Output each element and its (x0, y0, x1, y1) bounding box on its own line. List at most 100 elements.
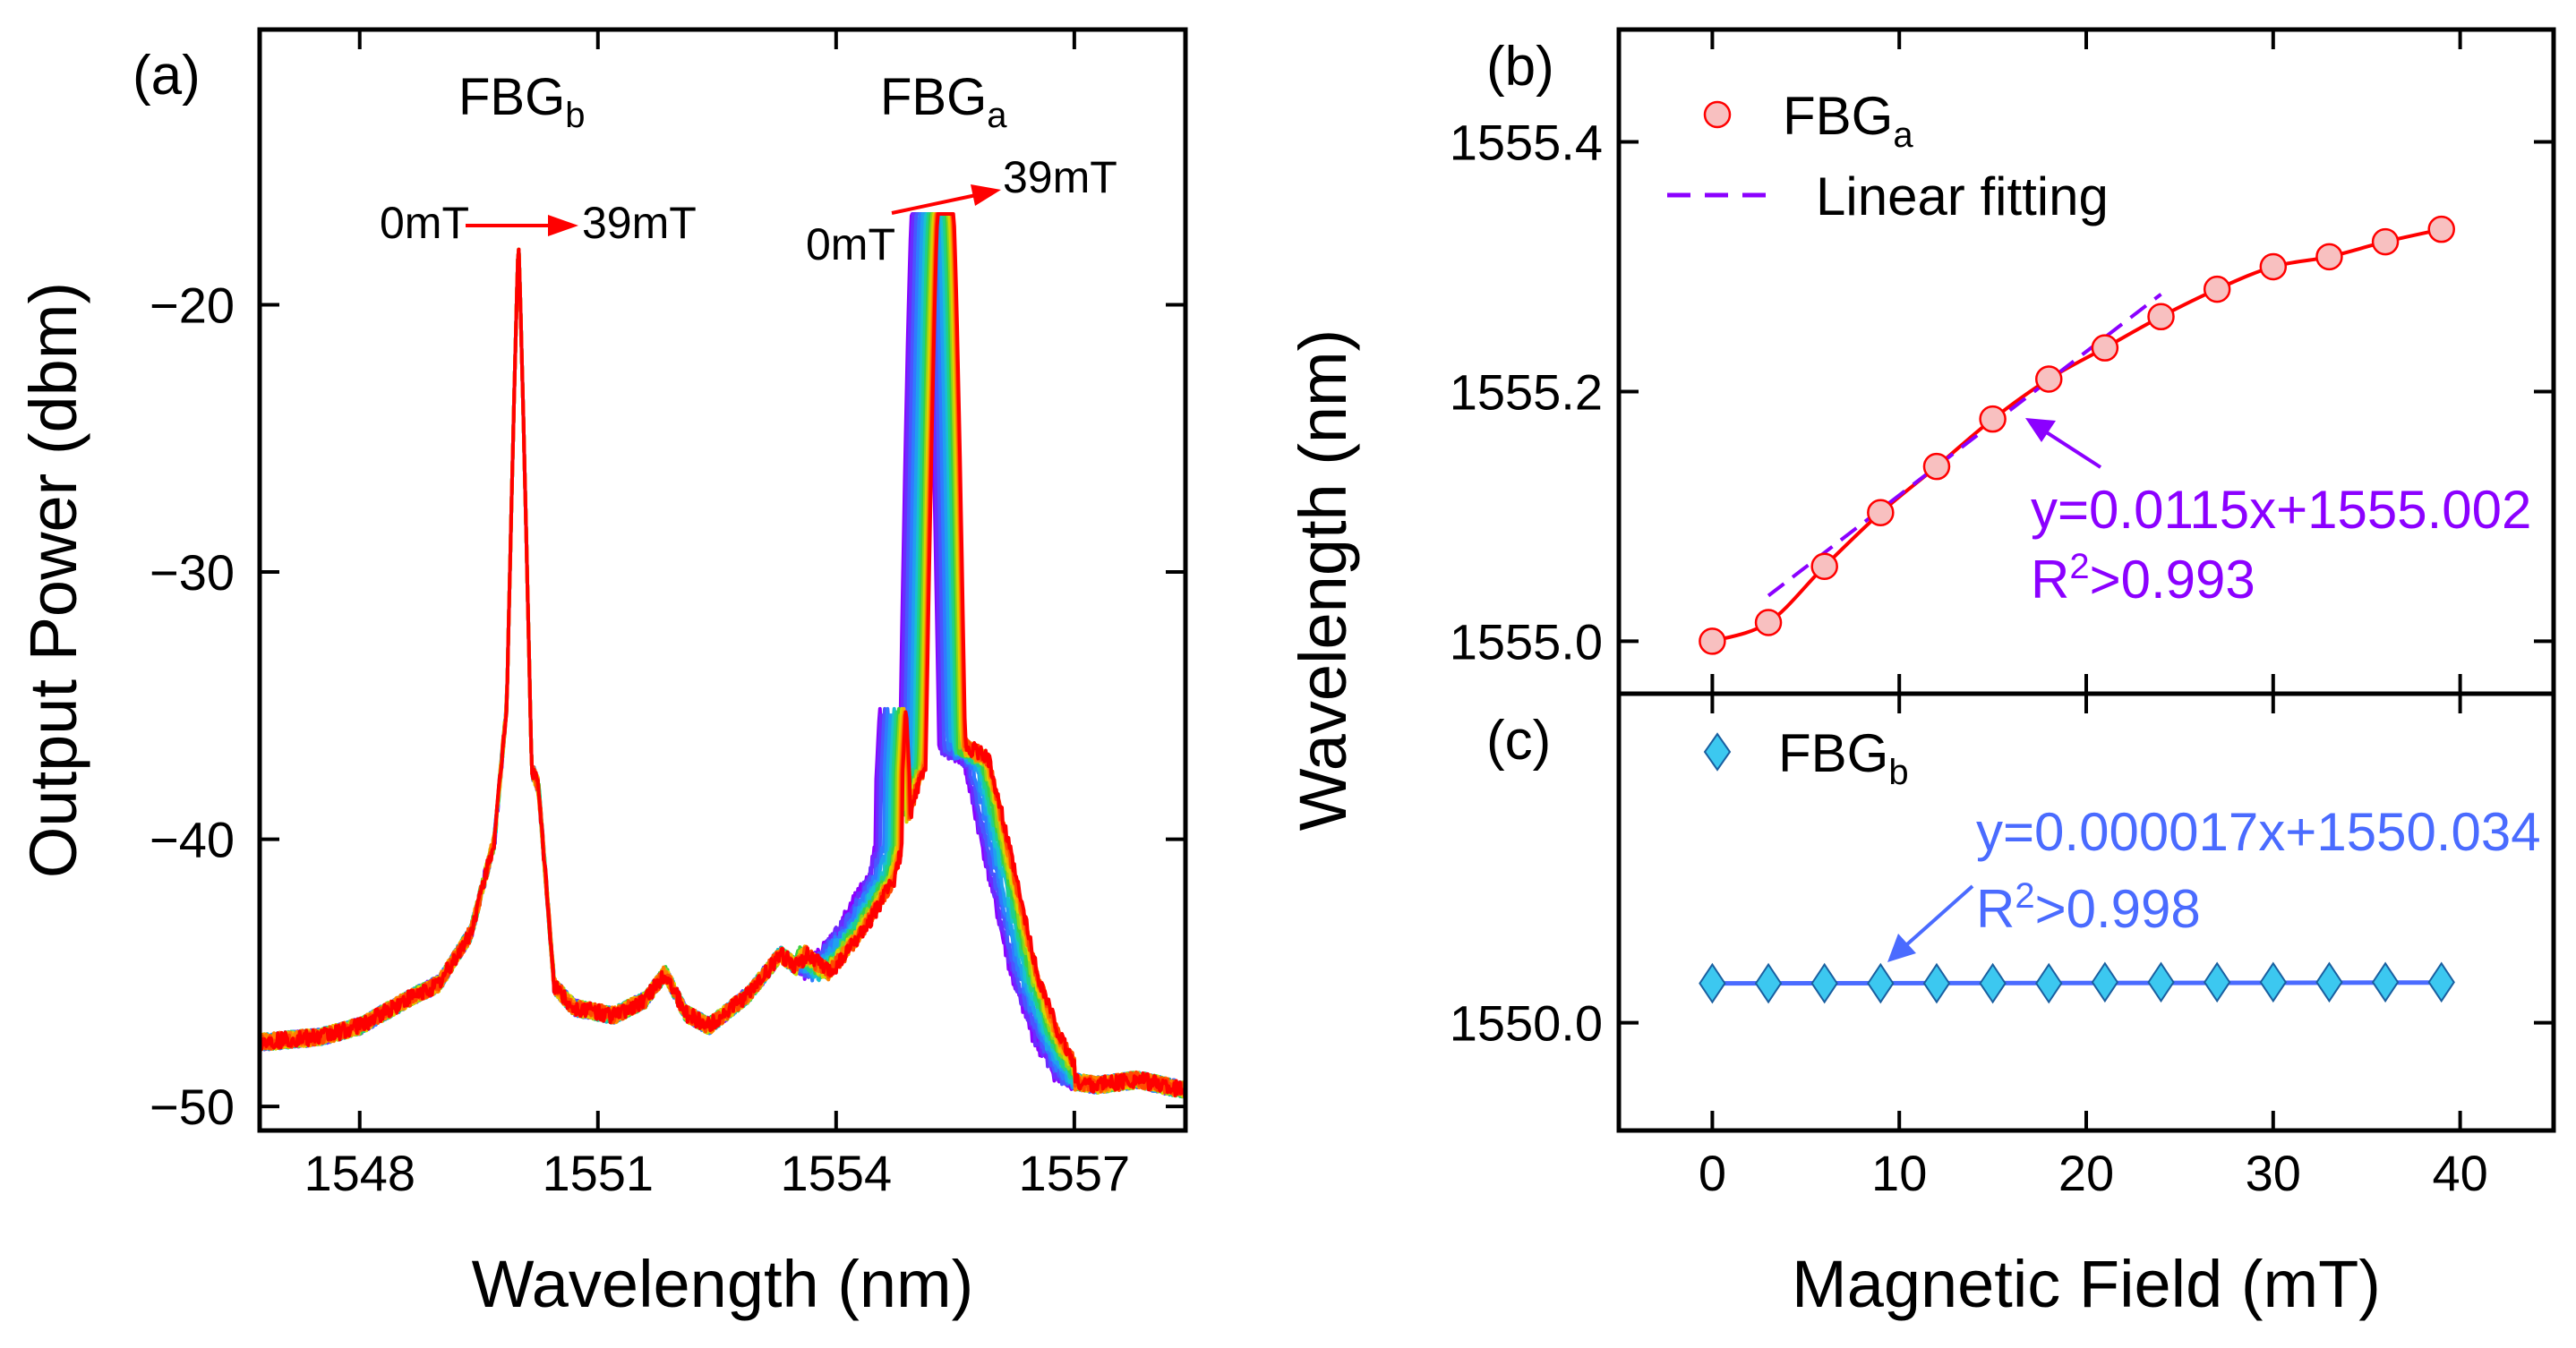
fbga-data-point (1979, 405, 2007, 433)
fbgb-data-point (1699, 962, 1726, 1004)
spectrum-line-24mT (258, 212, 1186, 1098)
legend-fbga: FBGa (1783, 86, 1913, 155)
fbg-a-end-label: 39mT (1003, 152, 1117, 202)
spectrum-line-6mT (258, 212, 1187, 1099)
spectrum-line-33mT (258, 212, 1187, 1097)
fbgb-data-point (1754, 962, 1783, 1004)
fbga-data-point (1867, 499, 1895, 527)
legend-fbgb: FBGb (1778, 723, 1909, 792)
legend-fbgb-main: FBG (1778, 723, 1888, 783)
panel-a-ylabel: Output Power (dbm) (16, 282, 90, 878)
y-tick-label: 1555.4 (1450, 115, 1603, 171)
fbga-data-point (2203, 275, 2231, 303)
y-tick-label: −40 (150, 812, 235, 868)
x-tick-label: 1548 (304, 1145, 415, 1201)
panel-b-fbga-shift: FBGa Linear fitting y=0.0115x+1555.002 R… (1667, 86, 2531, 655)
x-tick-label: 1554 (781, 1145, 893, 1201)
x-tick-label: 30 (2246, 1145, 2301, 1201)
fbga-data-point (2147, 303, 2175, 331)
panel-a-ticks: 1548 1551 1554 1557 −20 −30 −40 −50 (150, 30, 1185, 1201)
x-tick-label: 10 (1871, 1145, 1927, 1201)
fbga-fit-arrow (2043, 430, 2102, 469)
y-tick-label: 1555.2 (1450, 363, 1603, 420)
legend-fbga-marker (1703, 100, 1732, 129)
panel-label-a: (a) (133, 45, 201, 107)
legend-linear-fitting: Linear fitting (1816, 166, 2109, 226)
fbga-r2: R2>0.993 (2031, 547, 2255, 610)
panel-b-marks (1699, 215, 2455, 655)
fbg-b-label: FBGb (458, 68, 585, 135)
x-tick-label: 1557 (1019, 1145, 1131, 1201)
fbgb-data-point (2315, 961, 2343, 1003)
fbgb-data-point (2259, 961, 2288, 1003)
panel-c-xlabel: Magnetic Field (mT) (1792, 1247, 2381, 1321)
panel-label-c: (c) (1486, 710, 1551, 772)
fbgb-data-point (2035, 962, 2063, 1004)
fbg-b-start-label: 0mT (380, 198, 469, 248)
fbg-a-start-label: 0mT (806, 219, 895, 269)
fbga-data-point (2034, 365, 2063, 393)
fbga-data-point (2091, 334, 2119, 362)
panel-a-spectrum: 1548 1551 1554 1557 −20 −30 −40 −50 Wavelength … (16, 27, 1188, 1321)
fbgb-r2-rest: >0.998 (2035, 879, 2201, 939)
fbga-data-point (1922, 452, 1951, 481)
panel-a-xlabel: Wavelength (nm) (472, 1247, 974, 1321)
fbgb-r2: R2>0.998 (1976, 876, 2201, 939)
fbgb-data-point (1922, 962, 1951, 1004)
fbgb-data-point (2091, 961, 2119, 1003)
fbgb-r2-sup: 2 (2015, 876, 2034, 916)
fbg-a-arrowhead-icon (971, 184, 1001, 206)
fbg-a-label: FBGa (880, 68, 1007, 135)
x-tick-label: 20 (2058, 1145, 2114, 1201)
panel-c-marks (1699, 961, 2455, 1004)
fbgb-arrowhead-icon (1887, 934, 1916, 962)
x-tick-label: 40 (2432, 1145, 2487, 1201)
panel-c-fbgb-shift: FBGb y=0.000017x+1550.034 R2>0.998 (1699, 723, 2541, 1004)
fbga-data-point (2427, 215, 2455, 243)
spectrum-line-3mT (258, 212, 1187, 1098)
spectrum-line-21mT (258, 212, 1187, 1099)
panel-bc-ticks: 0 10 20 30 40 1555.0 1555.2 1555.4 1550.0 (1450, 30, 2554, 1201)
fbga-data-point (1754, 609, 1783, 636)
fbg-a-label-sub: a (987, 96, 1007, 135)
spectrum-lines (258, 212, 1187, 1099)
spectrum-line-15mT (258, 212, 1187, 1098)
fbga-data-point (2259, 252, 2288, 281)
fbgb-data-point (1979, 962, 2007, 1004)
fbga-r2-main: R (2031, 550, 2069, 610)
fbga-data-point (1699, 627, 1726, 655)
fbg-b-end-label: 39mT (582, 198, 697, 248)
fbgb-data-point (2427, 961, 2455, 1003)
spectrum-line-30mT (259, 212, 1186, 1096)
x-tick-label: 0 (1699, 1145, 1726, 1201)
fbga-r2-rest: >0.993 (2090, 550, 2255, 610)
fbga-arrowhead-icon (2025, 418, 2056, 442)
panel-a-frame (257, 27, 1188, 1133)
panel-bc-ylabel: Wavelength (nm) (1286, 329, 1360, 832)
x-tick-label: 1551 (542, 1145, 654, 1201)
spectrum-line-9mT (258, 212, 1187, 1096)
legend-fbgb-marker (1703, 732, 1732, 772)
fbg-a-shift-arrow (891, 193, 977, 215)
fbg-b-label-sub: b (565, 96, 585, 135)
y-tick-label: 1555.0 (1450, 613, 1603, 670)
fbgb-r2-main: R (1976, 879, 2015, 939)
y-tick-label: −30 (150, 544, 235, 601)
fbgb-fit-arrow (1905, 884, 1974, 946)
fbg-b-label-main: FBG (458, 68, 565, 126)
y-tick-label: −20 (150, 277, 235, 334)
y-tick-label: 1550.0 (1450, 995, 1603, 1052)
fbga-data-point (2315, 243, 2343, 271)
spectrum-line-39mT (258, 212, 1187, 1098)
legend-fbga-main: FBG (1783, 86, 1893, 146)
fbgb-fit-equation: y=0.000017x+1550.034 (1976, 802, 2541, 862)
y-tick-label: −50 (150, 1079, 235, 1135)
legend-fbgb-sub: b (1888, 753, 1908, 792)
fbga-data-point (2371, 227, 2400, 256)
spectrum-line-27mT (258, 212, 1187, 1098)
panel-label-b: (b) (1486, 36, 1554, 98)
fbga-r2-sup: 2 (2069, 547, 2089, 586)
fbg-b-arrowhead-icon (548, 215, 578, 236)
fbgb-data-point (1810, 962, 1838, 1004)
